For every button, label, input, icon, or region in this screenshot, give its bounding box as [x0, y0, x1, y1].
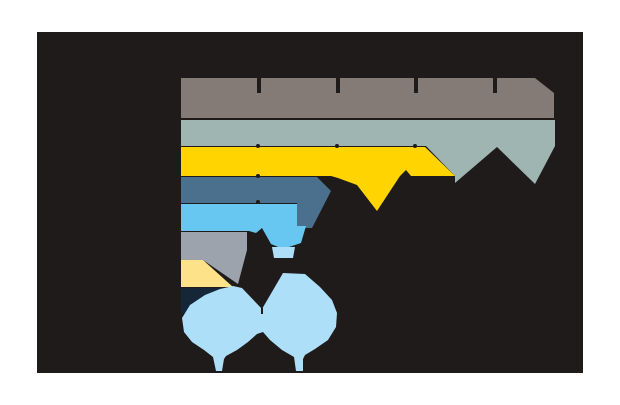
grid-dot-3: [413, 144, 417, 148]
bar-silver-with-wedge: [181, 232, 247, 284]
droplet-notch-drip: [261, 308, 263, 314]
grid-dot-1: [256, 144, 260, 148]
grid-dot-5: [256, 200, 260, 204]
grid-dot-4: [256, 174, 260, 178]
water-sliver: [272, 247, 295, 258]
grid-dot-2: [335, 144, 339, 148]
bar-taupe: [181, 78, 554, 118]
bar-sage-with-pennant-tail: [181, 120, 555, 184]
axis-tick-3: [414, 78, 418, 93]
bar-yellow-with-valley: [181, 147, 455, 211]
axis-tick-4: [493, 78, 497, 93]
bar-sky-blue: [181, 204, 306, 249]
bar-steel-blue: [181, 177, 331, 228]
axis-tick-1: [257, 78, 261, 93]
bar-pale-yellow: [181, 260, 233, 287]
axis-tick-2: [336, 78, 340, 93]
water-droplets: [182, 273, 337, 371]
